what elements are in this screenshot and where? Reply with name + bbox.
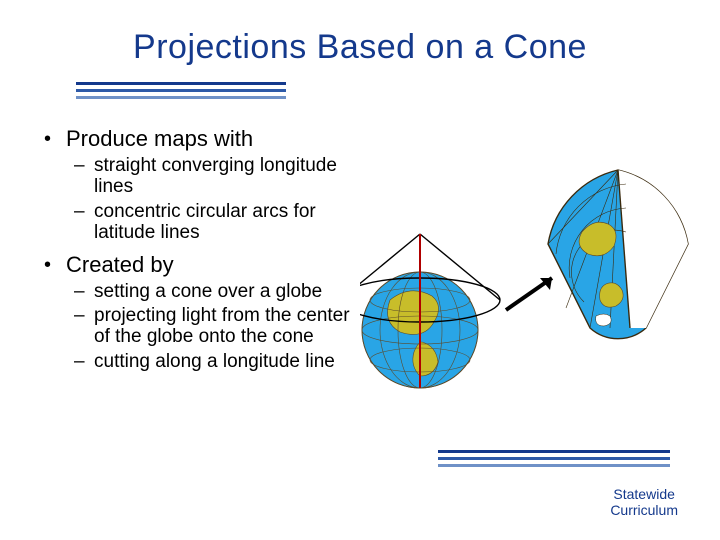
title-underline-rules [76,82,286,103]
bullet-longitude: straight converging longitude lines [44,156,364,198]
bullet-created-by: Created by [44,252,364,278]
footer-line2: Curriculum [610,502,678,518]
footer-rules [438,450,670,471]
page-title: Projections Based on a Cone [0,0,720,67]
bullet-cut-along: cutting along a longitude line [44,352,364,373]
bullet-set-cone: setting a cone over a globe [44,282,364,303]
footer-text: Statewide Curriculum [610,486,678,518]
footer-line1: Statewide [610,486,678,502]
cone-projection-diagram [360,160,700,460]
bullet-latitude: concentric circular arcs for latitude li… [44,202,364,244]
body-content: Produce maps with straight converging lo… [44,118,364,377]
bullet-project-light: projecting light from the center of the … [44,306,364,348]
bullet-produce-maps: Produce maps with [44,126,364,152]
